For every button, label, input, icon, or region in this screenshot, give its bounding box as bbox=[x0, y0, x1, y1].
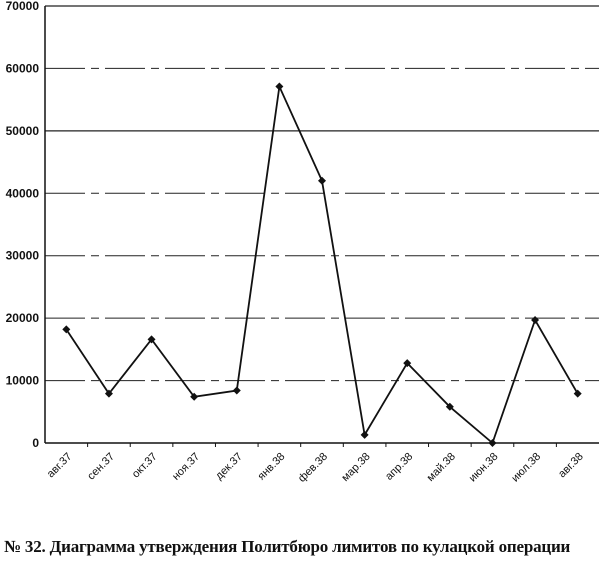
x-tick-label: ноя.37 bbox=[170, 451, 202, 483]
data-point-фев.38 bbox=[318, 176, 326, 185]
y-tick-label: 20000 bbox=[6, 311, 40, 325]
data-point-авг.37 bbox=[62, 325, 71, 334]
y-tick-label: 70000 bbox=[6, 0, 40, 13]
x-tick-label: авг.38 bbox=[556, 451, 586, 481]
x-tick-label: янв.38 bbox=[256, 451, 288, 483]
y-tick-label: 10000 bbox=[6, 374, 40, 388]
line-chart: 0 10000 20000 30000 40000 50000 60000 70000 авг.… bbox=[6, 0, 599, 485]
data-point-апр.38 bbox=[403, 359, 412, 368]
data-point-сен.37 bbox=[104, 389, 113, 398]
data-point-авг.38 bbox=[573, 389, 582, 398]
x-tick-label: дек.37 bbox=[213, 451, 245, 483]
figure-caption: № 32. Диаграмма утверждения Политбюро ли… bbox=[4, 537, 571, 556]
x-tick-label: июн.38 bbox=[467, 451, 501, 485]
data-point-дек.37 bbox=[232, 386, 241, 395]
data-point-май.38 bbox=[445, 402, 454, 411]
data-point-янв.38 bbox=[275, 82, 284, 91]
x-tick-label: авг.37 bbox=[45, 451, 75, 481]
data-point-июн.38 bbox=[488, 439, 497, 447]
x-tick-label: мар.38 bbox=[339, 451, 372, 484]
series-line bbox=[65, 83, 579, 445]
x-tick-label: сен.37 bbox=[85, 451, 117, 483]
data-point-июл.38 bbox=[531, 316, 540, 325]
y-tick-label: 50000 bbox=[6, 124, 40, 138]
y-tick-label: 40000 bbox=[6, 186, 40, 200]
data-point-ноя.37 bbox=[190, 392, 199, 401]
x-tick-label: апр.38 bbox=[383, 451, 415, 483]
x-tick-label: июл.38 bbox=[509, 451, 543, 485]
y-tick-label: 0 bbox=[32, 436, 39, 450]
y-tick-label: 30000 bbox=[6, 249, 40, 263]
x-tick-label: фев.38 bbox=[296, 451, 330, 485]
x-tick-label: окт.37 bbox=[130, 451, 160, 481]
x-tick-label: май.38 bbox=[425, 451, 458, 484]
data-point-окт.37 bbox=[147, 335, 156, 344]
data-point-мар.38 bbox=[360, 430, 369, 439]
y-tick-label: 60000 bbox=[6, 61, 40, 75]
